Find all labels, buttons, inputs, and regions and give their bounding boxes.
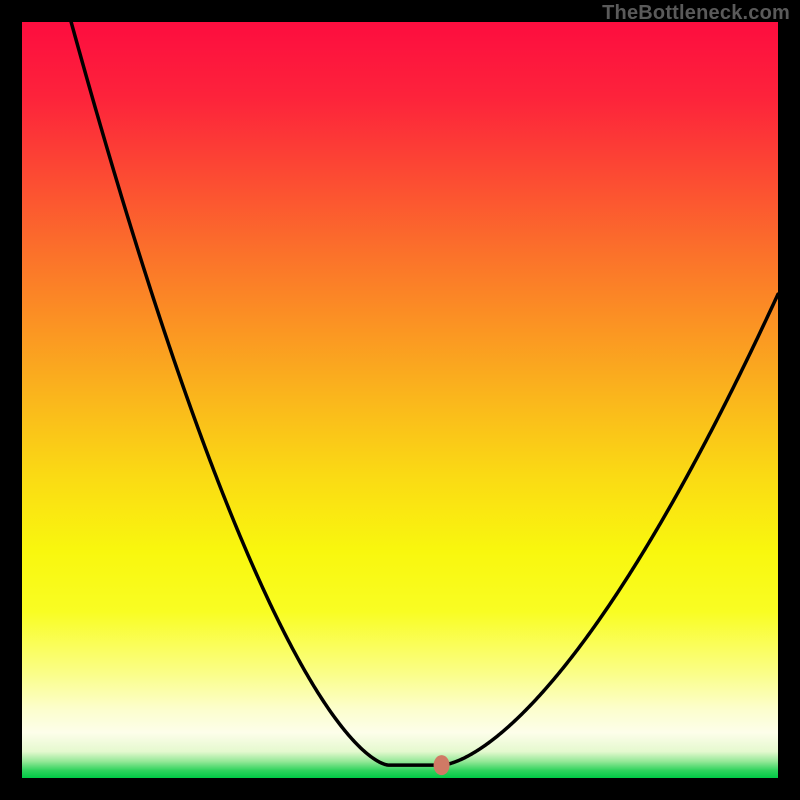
attribution-label: TheBottleneck.com [602,2,790,25]
bottleneck-curve-chart [0,0,800,800]
chart-container: TheBottleneck.com [0,0,800,800]
minimum-marker [434,755,450,775]
plot-background [22,22,778,778]
